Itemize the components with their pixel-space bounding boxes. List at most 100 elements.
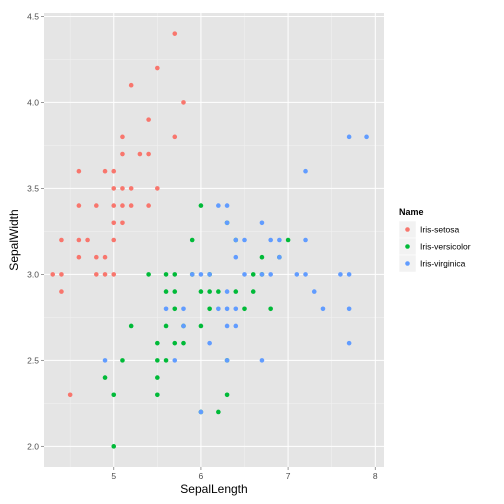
point-iris-versicolor [198,323,204,329]
point-iris-virginica [233,323,239,329]
point-iris-setosa [111,272,117,277]
point-iris-versicolor [120,358,125,363]
point-iris-setosa [120,151,125,157]
point-iris-versicolor [111,444,117,449]
point-iris-versicolor [250,272,256,277]
point-iris-virginica [364,134,369,140]
legend-swatch-iris-setosa [405,227,410,232]
point-iris-versicolor [163,323,169,329]
point-iris-virginica [303,272,308,277]
point-iris-setosa [94,254,99,260]
point-iris-virginica [224,220,230,226]
point-iris-virginica [216,306,221,312]
point-iris-versicolor [155,358,160,363]
legend: Name Iris-setosa Iris-versicolor Iris-virg… [398,207,471,273]
point-iris-setosa [137,151,143,157]
point-iris-setosa [85,237,90,243]
point-iris-setosa [111,186,117,191]
point-iris-versicolor [172,306,178,312]
point-iris-virginica [320,306,326,312]
point-iris-virginica [224,203,230,208]
y-axis-ticks: 2.0 2.5 3.0 3.5 4.0 4.5 [27,11,44,451]
point-iris-versicolor [155,375,160,380]
y-axis-title: SepalWidth [7,209,21,270]
plot-panel [44,13,384,467]
point-iris-setosa [181,100,186,105]
point-iris-setosa [172,134,178,140]
point-iris-virginica [259,272,265,277]
y-tick-label: 2.0 [27,441,39,451]
point-iris-versicolor [207,289,212,294]
point-iris-virginica [224,289,230,294]
x-tick-label: 5 [111,471,116,481]
point-iris-virginica [242,237,247,243]
point-iris-virginica [259,220,265,226]
y-tick-label: 4.5 [27,11,39,21]
point-iris-virginica [294,272,300,277]
point-iris-versicolor [181,340,186,346]
point-iris-setosa [102,168,108,174]
x-tick-label: 8 [373,471,378,481]
point-iris-setosa [120,220,125,226]
point-iris-versicolor [216,289,221,294]
point-iris-setosa [111,203,117,208]
point-iris-setosa [102,272,108,277]
y-tick-label: 3.0 [27,269,39,279]
point-iris-versicolor [285,237,291,243]
legend-items: Iris-setosa Iris-versicolor Iris-virginica [398,220,471,273]
point-iris-virginica [268,237,273,243]
point-iris-versicolor [216,409,221,415]
point-iris-virginica [102,358,108,363]
point-iris-setosa [76,203,82,208]
legend-title: Name [399,207,424,217]
point-iris-virginica [224,323,230,329]
point-iris-virginica [181,323,186,329]
data-points [50,31,369,449]
legend-label-iris-setosa: Iris-setosa [420,225,459,235]
point-iris-versicolor [128,323,134,329]
point-iris-setosa [128,82,134,88]
point-iris-setosa [120,186,125,191]
point-iris-virginica [224,306,230,312]
point-iris-versicolor [250,289,256,294]
point-iris-virginica [311,289,317,294]
point-iris-versicolor [172,272,178,277]
legend-swatch-iris-virginica [405,261,410,266]
point-iris-setosa [111,220,117,226]
point-iris-setosa [76,237,82,243]
point-iris-versicolor [155,340,160,346]
point-iris-versicolor [198,203,204,208]
point-iris-versicolor [172,340,178,346]
point-iris-versicolor [189,237,195,243]
x-tick-label: 7 [286,471,291,481]
point-iris-virginica [303,237,308,243]
point-iris-setosa [146,151,151,157]
point-iris-versicolor [207,306,212,312]
point-iris-virginica [207,340,212,346]
x-axis-ticks: 5 6 7 8 [111,467,378,481]
point-iris-versicolor [198,289,204,294]
point-iris-virginica [189,272,195,277]
point-iris-setosa [120,134,125,140]
point-iris-virginica [198,409,204,415]
point-iris-versicolor [102,375,108,380]
point-iris-setosa [155,65,160,71]
legend-label-iris-virginica: Iris-virginica [420,259,466,269]
point-iris-setosa [67,392,73,398]
point-iris-setosa [120,203,125,208]
point-iris-setosa [155,186,160,191]
legend-swatch-iris-versicolor [405,244,410,249]
point-iris-versicolor [163,272,169,277]
point-iris-setosa [146,117,151,122]
point-iris-versicolor [163,358,169,363]
point-iris-virginica [277,237,282,243]
point-iris-setosa [102,254,108,260]
point-iris-versicolor [224,392,230,398]
x-axis-title: SepalLength [180,482,247,496]
point-iris-setosa [59,289,64,294]
point-iris-setosa [50,272,56,277]
point-iris-virginica [346,306,352,312]
point-iris-virginica [338,272,343,277]
point-iris-setosa [94,272,99,277]
